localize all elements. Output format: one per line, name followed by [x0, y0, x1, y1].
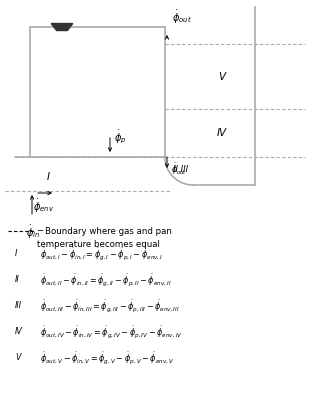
Text: IV: IV: [217, 128, 227, 138]
Text: $\dot{\phi}_{p}$: $\dot{\phi}_{p}$: [114, 128, 126, 146]
Text: $\dot{\phi}_{out,I} - \dot{\phi}_{in,I} = \dot{\phi}_{g,I} - \dot{\phi}_{p,I} - : $\dot{\phi}_{out,I} - \dot{\phi}_{in,I} …: [40, 246, 163, 262]
Text: V: V: [15, 354, 20, 363]
Text: I: I: [46, 172, 49, 182]
Text: $\dot{\phi}_{in}$: $\dot{\phi}_{in}$: [26, 224, 40, 241]
Text: $\dot{\phi}_{out,V} - \dot{\phi}_{in,V} = \dot{\phi}_{g,V} - \dot{\phi}_{p,V} - : $\dot{\phi}_{out,V} - \dot{\phi}_{in,V} …: [40, 350, 175, 366]
Text: $\dot{\phi}_{out,II} - \dot{\phi}_{in,II} = \dot{\phi}_{g,II} - \dot{\phi}_{p,II: $\dot{\phi}_{out,II} - \dot{\phi}_{in,II…: [40, 272, 172, 288]
Text: IV: IV: [15, 328, 23, 336]
Polygon shape: [51, 24, 73, 30]
Text: $\dot{\phi}_{out}$: $\dot{\phi}_{out}$: [172, 9, 192, 26]
Text: $\dot{\phi}_{out,IV} - \dot{\phi}_{in,IV} = \dot{\phi}_{g,IV} - \dot{\phi}_{p,IV: $\dot{\phi}_{out,IV} - \dot{\phi}_{in,IV…: [40, 324, 183, 340]
Text: II III: II III: [173, 165, 188, 174]
Text: ─ Boundary where gas and pan: ─ Boundary where gas and pan: [37, 227, 172, 235]
Text: V: V: [218, 71, 226, 81]
Text: III: III: [15, 302, 22, 310]
Text: $\dot{\phi}_{out,III} - \dot{\phi}_{in,III} = \dot{\phi}_{g,III} - \dot{\phi}_{p: $\dot{\phi}_{out,III} - \dot{\phi}_{in,I…: [40, 298, 180, 314]
Text: II: II: [15, 275, 20, 284]
Text: $\dot{\phi}_{out}$: $\dot{\phi}_{out}$: [171, 161, 187, 177]
Text: $\dot{\phi}_{env}$: $\dot{\phi}_{env}$: [33, 198, 55, 215]
Text: I: I: [15, 249, 17, 259]
Text: temperature becomes equal: temperature becomes equal: [37, 239, 160, 249]
